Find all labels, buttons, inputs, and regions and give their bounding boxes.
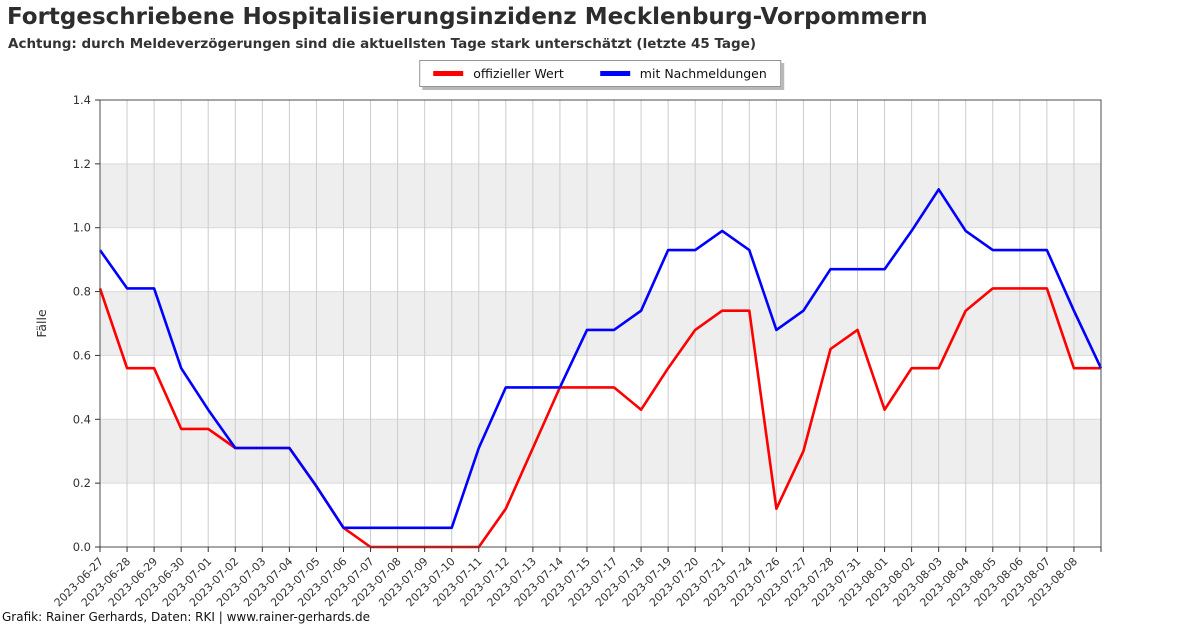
y-band [100, 291, 1101, 356]
plot-border [99, 99, 1102, 548]
y-axis-label: Fälle [34, 309, 49, 338]
y-tick-label: 0.0 [73, 540, 91, 554]
y-tick-label: 1.4 [73, 93, 91, 107]
y-band [100, 419, 1101, 484]
legend-swatch-red [433, 71, 464, 76]
series-line [98, 188, 1103, 530]
legend-label: mit Nachmeldungen [639, 66, 767, 81]
y-tick-label: 0.4 [73, 412, 91, 426]
legend-item: mit Nachmeldungen [599, 66, 767, 81]
legend-swatch-blue [599, 71, 630, 76]
y-tick-label: 0.2 [73, 476, 91, 490]
legend-item: offizieller Wert [433, 66, 564, 81]
y-tick-label: 0.8 [73, 285, 91, 299]
footer-credit: Grafik: Rainer Gerhards, Daten: RKI | ww… [2, 610, 370, 624]
y-tick-label: 1.0 [73, 221, 91, 235]
y-band [100, 163, 1101, 228]
legend-label: offizieller Wert [473, 66, 564, 81]
y-tick-label: 1.2 [73, 157, 91, 171]
y-tick-label: 0.6 [73, 348, 91, 362]
chart-subtitle: Achtung: durch Meldeverzögerungen sind d… [8, 36, 757, 52]
legend: offizieller Wert mit Nachmeldungen [419, 60, 781, 87]
chart-title: Fortgeschriebene Hospitalisierungsinzide… [7, 4, 928, 30]
